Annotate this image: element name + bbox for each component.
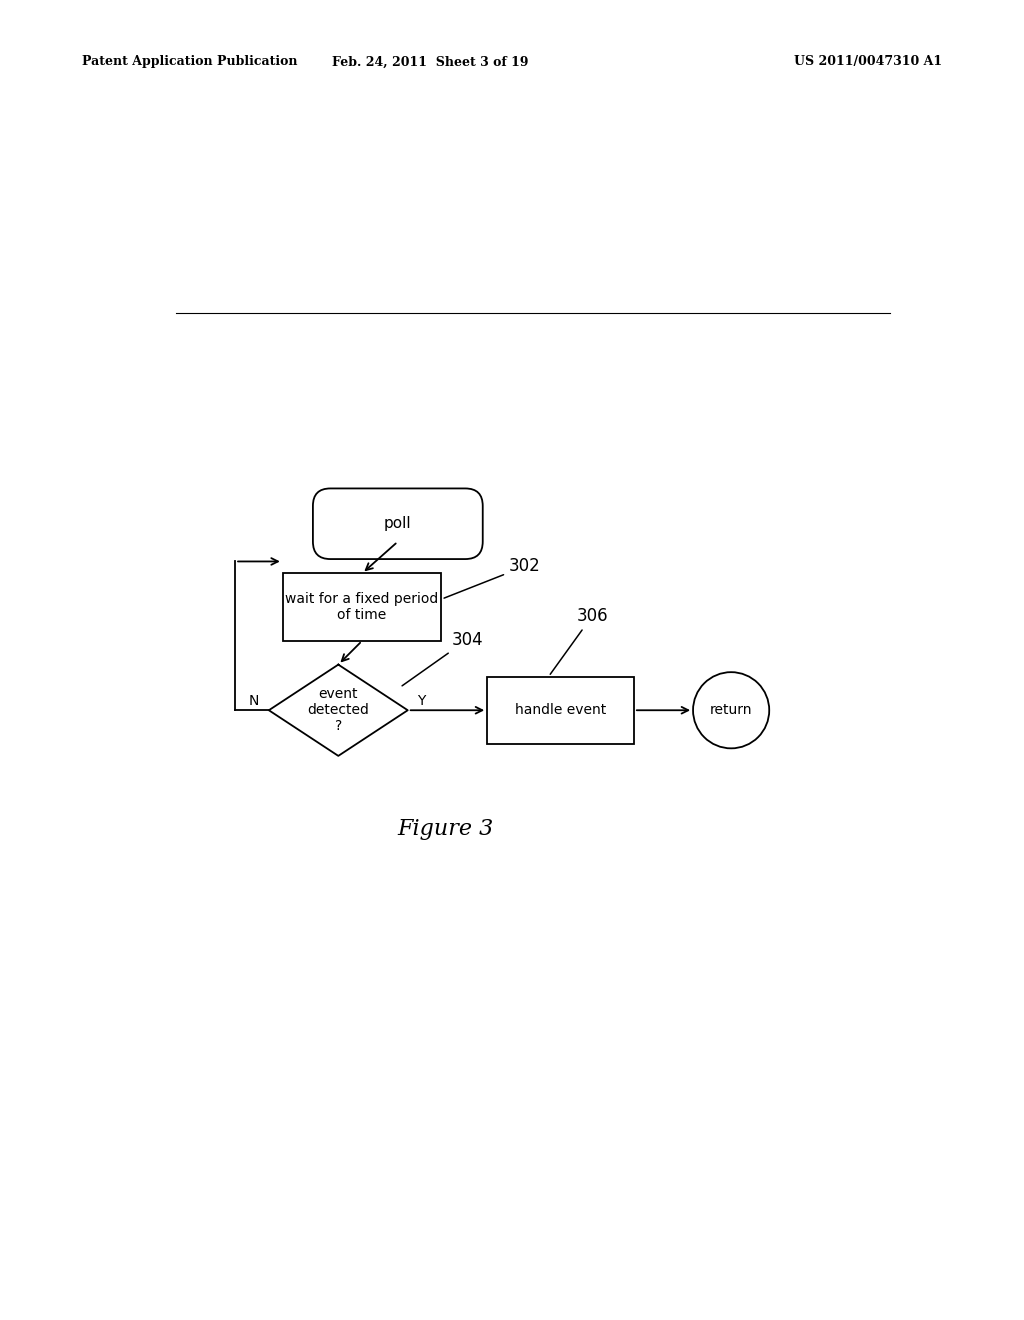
Polygon shape bbox=[269, 664, 408, 756]
Text: Y: Y bbox=[417, 694, 426, 708]
Bar bbox=[283, 573, 441, 640]
Bar bbox=[487, 677, 634, 744]
Text: Patent Application Publication: Patent Application Publication bbox=[82, 55, 297, 69]
Text: 304: 304 bbox=[402, 631, 483, 686]
Text: 302: 302 bbox=[444, 557, 541, 598]
Text: wait for a fixed period
of time: wait for a fixed period of time bbox=[286, 591, 438, 622]
Text: US 2011/0047310 A1: US 2011/0047310 A1 bbox=[794, 55, 942, 69]
Text: Figure 3: Figure 3 bbox=[397, 818, 494, 841]
Text: Feb. 24, 2011  Sheet 3 of 19: Feb. 24, 2011 Sheet 3 of 19 bbox=[332, 55, 528, 69]
Text: N: N bbox=[249, 694, 259, 708]
Text: 306: 306 bbox=[550, 607, 608, 675]
FancyBboxPatch shape bbox=[313, 488, 482, 560]
Text: handle event: handle event bbox=[515, 704, 606, 717]
Circle shape bbox=[693, 672, 769, 748]
Text: return: return bbox=[710, 704, 753, 717]
Text: event
detected
?: event detected ? bbox=[307, 686, 370, 734]
Text: poll: poll bbox=[384, 516, 412, 531]
